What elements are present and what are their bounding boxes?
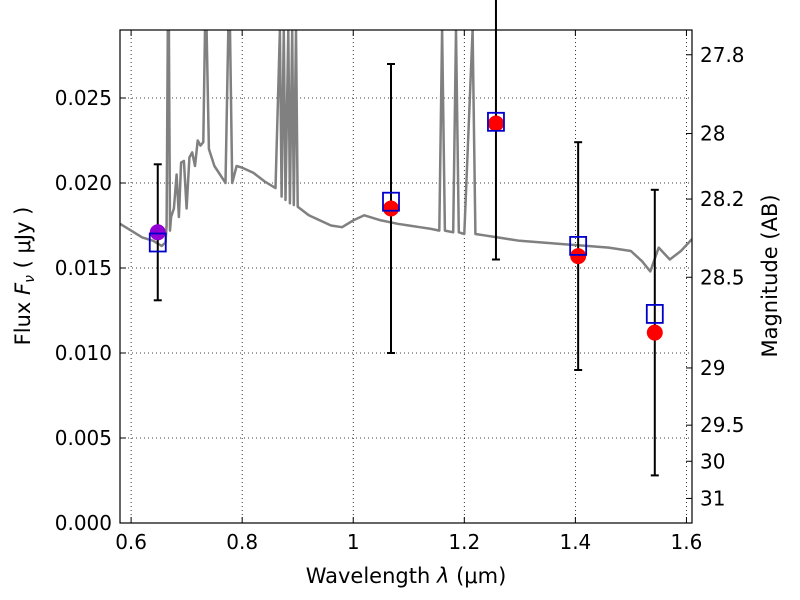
model-photometry-point: [382, 191, 400, 212]
model-photometry-point: [148, 232, 167, 253]
model-spectrum: [120, 30, 692, 273]
y2-tick-labels: 27.8 28 28.2 28.5 29 29.5 30 31: [700, 43, 745, 511]
y-tick-label: 0.005: [55, 426, 112, 450]
x-axis-title: Wavelength λ (μm): [306, 564, 507, 588]
y-axis-title: Flux Fν ( μJy ): [11, 207, 38, 346]
model-photometry-point: [645, 303, 664, 324]
y2-tick-label: 28.2: [700, 187, 745, 211]
y-tick-label: 0.000: [55, 511, 112, 535]
observed-point: [383, 200, 400, 217]
y-tick-label: 0.015: [55, 256, 112, 280]
y-tick-label: 0.020: [55, 171, 112, 195]
y2-tick-label: 31: [700, 486, 725, 510]
observed-point: [570, 248, 587, 265]
spectrum-line: [120, 30, 692, 273]
y2-tick-label: 28: [700, 122, 725, 146]
x-tick-label: 1.6: [671, 530, 703, 554]
y2-axis-title: Magnitude (AB): [758, 194, 782, 357]
model-photometry-points: [148, 111, 664, 324]
y-tick-label: 0.010: [55, 341, 112, 365]
x-tick-label: 1.2: [448, 530, 480, 554]
y-tick-label: 0.025: [55, 86, 112, 110]
x-tick-label: 0.8: [226, 530, 258, 554]
model-photometry-point: [487, 111, 505, 132]
observed-point: [487, 115, 504, 132]
observed-point: [646, 324, 663, 341]
x-tick-label: 1.4: [559, 530, 591, 554]
model-photometry-point: [569, 235, 588, 256]
gridlines: [120, 30, 692, 523]
x-tick-label: 0.6: [115, 530, 147, 554]
plot-frame: [119, 29, 693, 524]
x-tick-label: 1: [347, 530, 360, 554]
observed-point: [149, 224, 166, 241]
axis-ticks: [120, 30, 692, 524]
x-tick-labels: 0.6 0.8 1 1.2 1.4 1.6: [115, 530, 702, 554]
y2-tick-label: 29: [700, 356, 725, 380]
y2-tick-label: 29.5: [700, 413, 745, 437]
y2-tick-label: 28.5: [700, 265, 745, 289]
y2-tick-label: 30: [700, 449, 725, 473]
y2-tick-label: 27.8: [700, 43, 745, 67]
y-tick-labels: 0.000 0.005 0.010 0.015 0.020 0.025: [55, 86, 112, 535]
